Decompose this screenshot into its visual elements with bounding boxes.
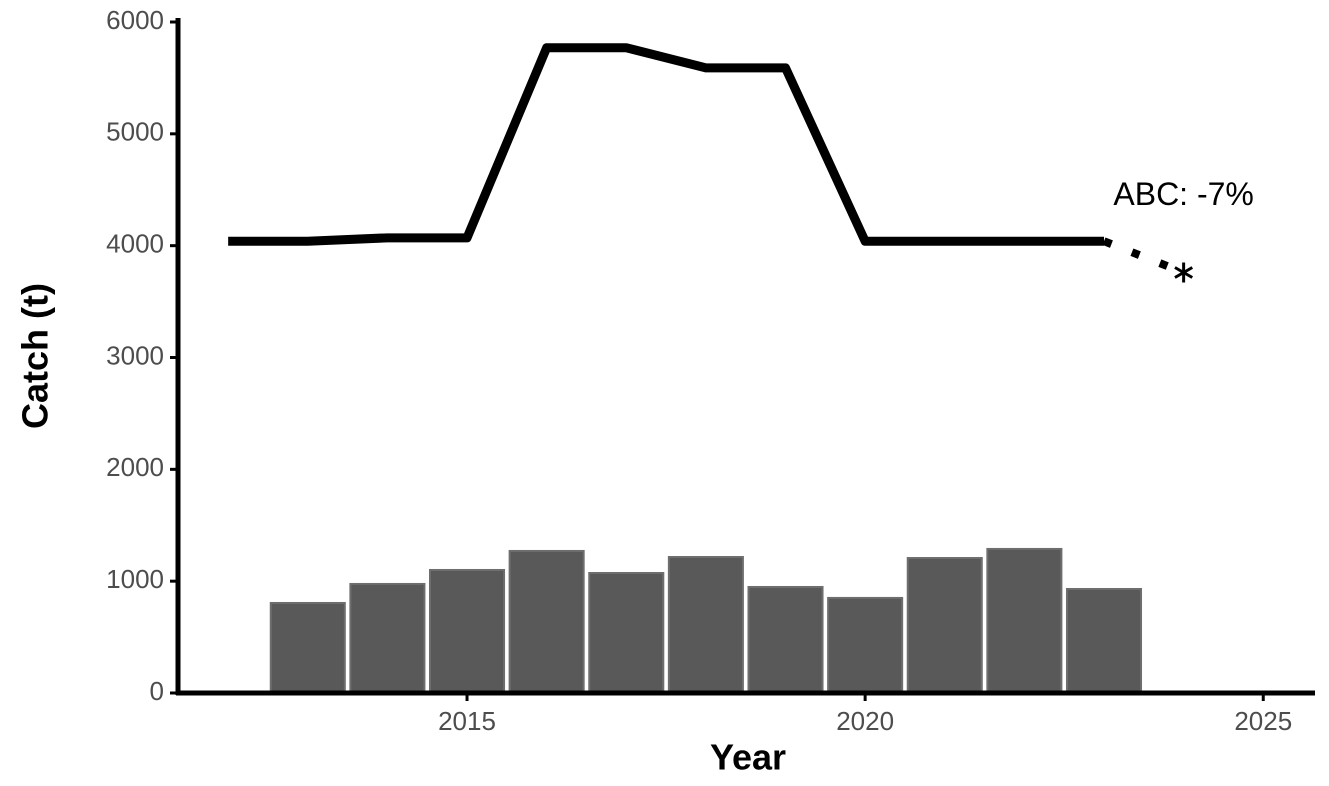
bar (349, 582, 426, 695)
bar (429, 568, 506, 695)
bar (269, 601, 346, 695)
y-tick-label: 5000 (106, 117, 164, 147)
x-tick-label: 2020 (836, 706, 894, 736)
x-tick-label: 2025 (1234, 706, 1292, 736)
projection-marker (1174, 262, 1194, 283)
bar (747, 585, 824, 694)
y-tick-label: 2000 (106, 452, 164, 482)
annotation: ABC: -7% (1113, 176, 1253, 212)
y-tick-label: 6000 (106, 5, 164, 35)
bar (1065, 587, 1143, 694)
bar (827, 596, 904, 694)
bar (667, 556, 744, 695)
x-tick-label: 2015 (438, 706, 496, 736)
bar (906, 557, 983, 694)
line (228, 43, 1105, 246)
bar (508, 549, 585, 695)
y-axis-title: Catch (t) (15, 283, 56, 429)
x-axis-title: Year (710, 737, 786, 778)
y-tick-label: 0 (150, 676, 164, 706)
projection-line (1102, 237, 1186, 277)
bar (588, 572, 665, 694)
bar (986, 547, 1063, 695)
marker-stroke (1174, 266, 1194, 279)
y-tick-label: 1000 (106, 564, 164, 594)
y-tick-label: 3000 (106, 340, 164, 370)
y-tick-label: 4000 (106, 229, 164, 259)
